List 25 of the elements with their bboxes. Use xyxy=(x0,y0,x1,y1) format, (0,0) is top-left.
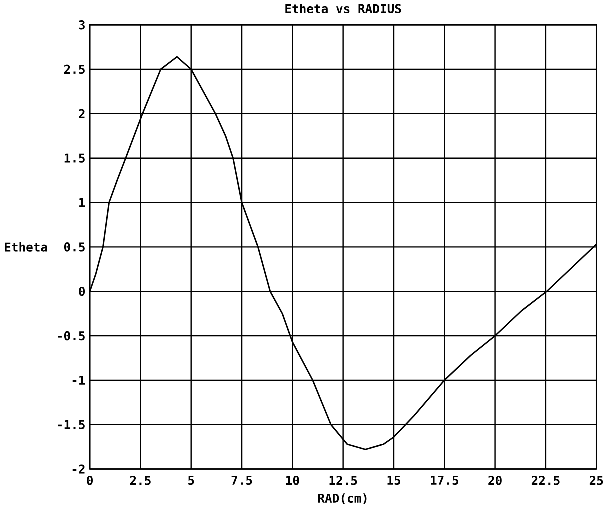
x-tick-label: 10 xyxy=(286,476,300,485)
y-axis-title: Etheta xyxy=(5,242,48,252)
y-tick-label: 3 xyxy=(79,20,85,30)
y-tick-label: 0.5 xyxy=(64,242,85,252)
x-tick-label: 15 xyxy=(388,476,400,485)
x-tick-label: 2.5 xyxy=(130,476,151,485)
chart-title: Etheta vs RADIUS xyxy=(286,4,402,14)
x-tick-label: 0 xyxy=(87,476,93,485)
y-tick-label: 2.5 xyxy=(64,64,85,74)
y-tick-label: 2 xyxy=(79,109,85,118)
x-tick-label: 12.5 xyxy=(330,476,358,485)
x-tick-label: 5 xyxy=(188,476,194,485)
y-tick-label: -1 xyxy=(72,376,86,385)
y-tick-label: -2 xyxy=(72,464,85,474)
y-tick-label: 1.5 xyxy=(64,154,85,163)
y-tick-label: -1.5 xyxy=(58,420,85,430)
y-tick-label: 0 xyxy=(79,286,86,296)
y-tick-label: 1 xyxy=(80,198,86,207)
x-axis-title: RAD(cm) xyxy=(318,493,367,504)
y-tick-label: -0.5 xyxy=(58,331,85,340)
x-tick-label: 25 xyxy=(590,476,604,485)
x-tick-label: 7.5 xyxy=(232,476,252,485)
x-tick-label: 20 xyxy=(488,476,502,485)
x-tick-label: 17.5 xyxy=(431,476,458,485)
x-tick-label: 22.5 xyxy=(532,476,560,485)
